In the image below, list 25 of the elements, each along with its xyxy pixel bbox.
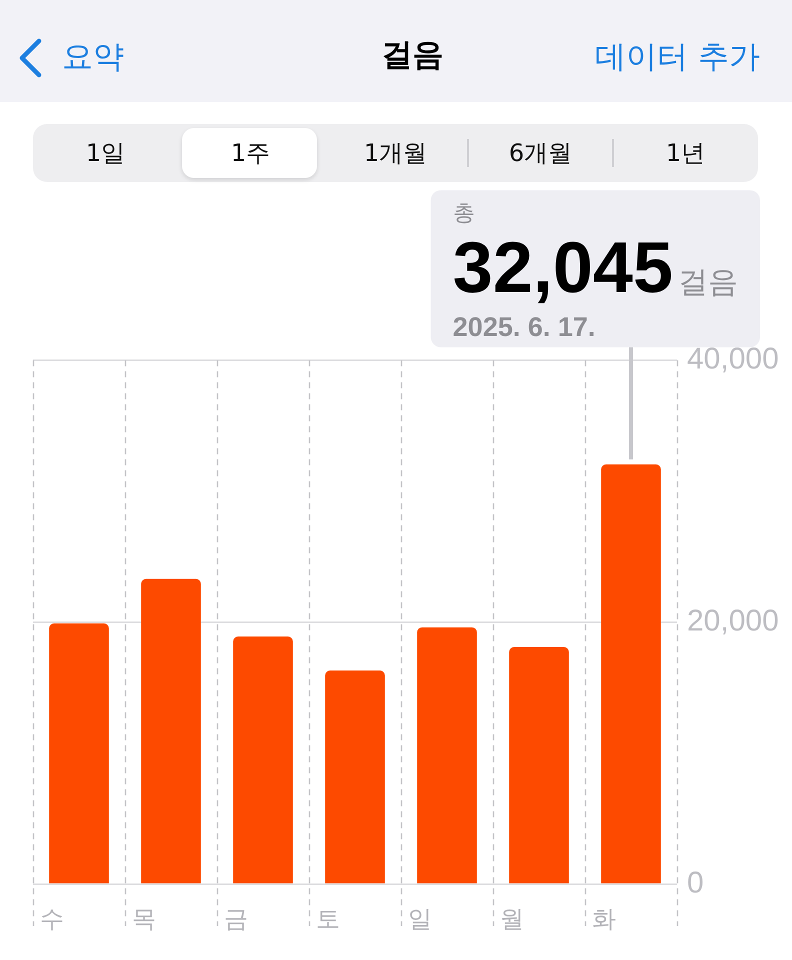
text: 총 [452,200,475,226]
bar [601,464,661,884]
text: 데이터 추가 [595,39,760,75]
bar [233,636,293,884]
x-tick-label: 월 [500,906,524,934]
x-tick-label: 목 [132,906,156,934]
x-tick-label: 수 [40,906,64,934]
y-tick-label: 0 [687,866,704,900]
text: 걸음 [678,266,738,300]
x-tick-label: 금 [224,906,248,934]
chart-title: 걸음 [382,37,444,72]
bar [141,578,201,884]
text: 2025. 6. 17. [452,312,596,342]
y-tick-label: 20,000 [687,604,779,638]
x-tick-label: 토 [316,906,340,934]
bar [417,627,477,884]
annotation: 32,045 [452,228,673,308]
segmented-control: 1일 1주 1개월 6개월 1년 [33,124,758,182]
text: 요약 [62,39,124,75]
x-tick-label: 화 [592,906,616,934]
x-tick-label: 일 [408,906,432,934]
bar [325,670,385,884]
bar [509,646,569,884]
bar [49,623,109,884]
y-tick-label: 40,000 [687,342,779,376]
